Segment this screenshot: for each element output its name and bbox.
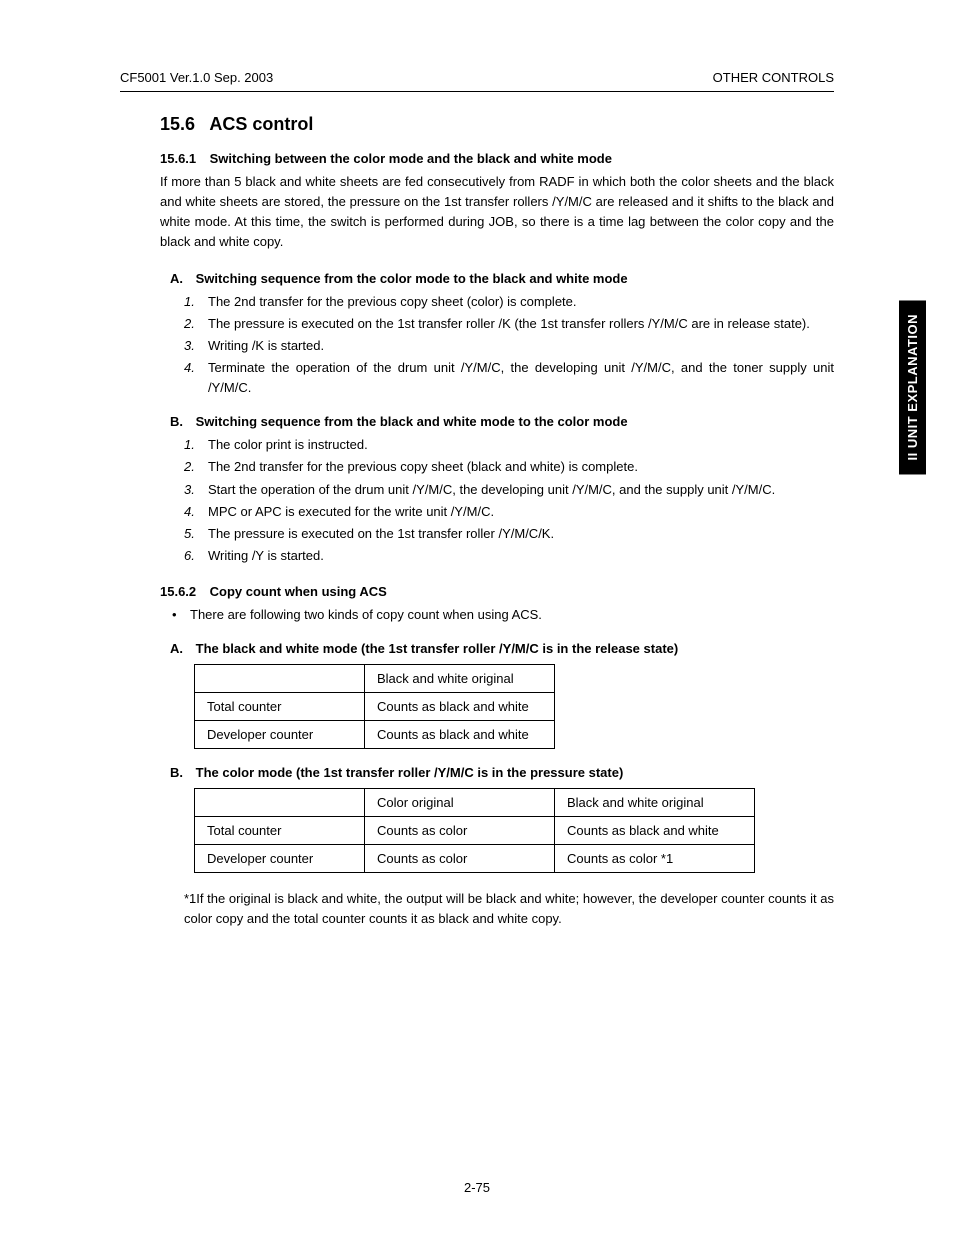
- list-text: Terminate the operation of the drum unit…: [208, 360, 834, 395]
- table-row: Total counter Counts as black and white: [195, 693, 555, 721]
- header-left: CF5001 Ver.1.0 Sep. 2003: [120, 70, 273, 85]
- list-item: 2. The pressure is executed on the 1st tr…: [170, 314, 834, 334]
- section-number: 15.6: [160, 114, 195, 135]
- block-b: B. Switching sequence from the black and…: [170, 414, 834, 566]
- table-cell: Developer counter: [195, 721, 365, 749]
- list-text: The pressure is executed on the 1st tran…: [208, 526, 554, 541]
- list-text: The color print is instructed.: [208, 437, 368, 452]
- page-header: CF5001 Ver.1.0 Sep. 2003 OTHER CONTROLS: [120, 70, 834, 92]
- list-item: 3. Writing /K is started.: [170, 336, 834, 356]
- list-item: 3. Start the operation of the drum unit /…: [170, 480, 834, 500]
- list-index: 5.: [184, 524, 195, 544]
- table-row: Total counter Counts as color Counts as …: [195, 817, 755, 845]
- table-row: Developer counter Counts as color Counts…: [195, 845, 755, 873]
- subsection-title: Copy count when using ACS: [210, 584, 387, 599]
- block-letter: B.: [170, 414, 192, 429]
- block-heading: B. The color mode (the 1st transfer roll…: [170, 765, 834, 780]
- page-body: CF5001 Ver.1.0 Sep. 2003 OTHER CONTROLS …: [120, 70, 834, 1175]
- subsection-number: 15.6.1: [160, 151, 206, 166]
- table-cell: Developer counter: [195, 845, 365, 873]
- block-letter: B.: [170, 765, 192, 780]
- table-cell: Counts as color: [365, 817, 555, 845]
- list-text: The 2nd transfer for the previous copy s…: [208, 294, 577, 309]
- table-cell: Counts as black and white: [365, 721, 555, 749]
- list-index: 4.: [184, 502, 195, 522]
- table-cell: Total counter: [195, 817, 365, 845]
- list-item: 6. Writing /Y is started.: [170, 546, 834, 566]
- block-letter: A.: [170, 271, 192, 286]
- list-index: 3.: [184, 480, 195, 500]
- section-title: ACS control: [209, 114, 313, 134]
- table-cell: Counts as black and white: [555, 817, 755, 845]
- list-item: 5. The pressure is executed on the 1st tr…: [170, 524, 834, 544]
- list-index: 1.: [184, 292, 195, 312]
- list-item: 1. The 2nd transfer for the previous copy…: [170, 292, 834, 312]
- list-index: 6.: [184, 546, 195, 566]
- list-item: 4. MPC or APC is executed for the write u…: [170, 502, 834, 522]
- list-text: Writing /Y is started.: [208, 548, 324, 563]
- list-index: 3.: [184, 336, 195, 356]
- table-row: Color original Black and white original: [195, 789, 755, 817]
- block-title: The color mode (the 1st transfer roller …: [196, 765, 624, 780]
- table-cell: Counts as color: [365, 845, 555, 873]
- list-text: The 2nd transfer for the previous copy s…: [208, 459, 638, 474]
- table-row: Black and white original: [195, 665, 555, 693]
- list-text: There are following two kinds of copy co…: [190, 607, 542, 622]
- table-cell: [195, 789, 365, 817]
- list-text: Start the operation of the drum unit /Y/…: [208, 482, 775, 497]
- subsection-title: Switching between the color mode and the…: [210, 151, 612, 166]
- list-text: Writing /K is started.: [208, 338, 324, 353]
- section-heading: 15.6 ACS control: [160, 114, 834, 135]
- table-cell: Black and white original: [365, 665, 555, 693]
- block-a: A. The black and white mode (the 1st tra…: [170, 641, 834, 749]
- list-text: The pressure is executed on the 1st tran…: [208, 316, 810, 331]
- block-heading: A. The black and white mode (the 1st tra…: [170, 641, 834, 656]
- header-right: OTHER CONTROLS: [713, 70, 834, 85]
- table-cell: Total counter: [195, 693, 365, 721]
- table-bw-mode: Black and white original Total counter C…: [194, 664, 555, 749]
- table-color-mode: Color original Black and white original …: [194, 788, 755, 873]
- ordered-list: 1. The color print is instructed. 2. The 2…: [170, 435, 834, 566]
- block-title: Switching sequence from the color mode t…: [196, 271, 628, 286]
- subsection-heading: 15.6.1 Switching between the color mode …: [160, 151, 834, 166]
- block-title: Switching sequence from the black and wh…: [196, 414, 628, 429]
- footnote: *1If the original is black and white, th…: [184, 889, 834, 929]
- block-title: The black and white mode (the 1st transf…: [196, 641, 679, 656]
- table-cell: [195, 665, 365, 693]
- table-row: Developer counter Counts as black and wh…: [195, 721, 555, 749]
- table-cell: Counts as color *1: [555, 845, 755, 873]
- list-index: 2.: [184, 457, 195, 477]
- ordered-list: 1. The 2nd transfer for the previous copy…: [170, 292, 834, 399]
- block-letter: A.: [170, 641, 192, 656]
- side-tab: II UNIT EXPLANATION: [899, 300, 926, 474]
- subsection-number: 15.6.2: [160, 584, 206, 599]
- paragraph: If more than 5 black and white sheets ar…: [160, 172, 834, 253]
- list-item: 4. Terminate the operation of the drum un…: [170, 358, 834, 398]
- block-heading: B. Switching sequence from the black and…: [170, 414, 834, 429]
- bullet-list: There are following two kinds of copy co…: [160, 605, 834, 625]
- content-area: 15.6 ACS control 15.6.1 Switching betwee…: [160, 114, 834, 930]
- block-b: B. The color mode (the 1st transfer roll…: [170, 765, 834, 929]
- list-index: 2.: [184, 314, 195, 334]
- block-a: A. Switching sequence from the color mod…: [170, 271, 834, 399]
- list-index: 4.: [184, 358, 195, 378]
- page-number: 2-75: [0, 1180, 954, 1195]
- table-cell: Color original: [365, 789, 555, 817]
- block-heading: A. Switching sequence from the color mod…: [170, 271, 834, 286]
- list-text: MPC or APC is executed for the write uni…: [208, 504, 494, 519]
- list-item: There are following two kinds of copy co…: [160, 605, 834, 625]
- subsection-heading: 15.6.2 Copy count when using ACS: [160, 584, 834, 599]
- table-cell: Black and white original: [555, 789, 755, 817]
- list-item: 1. The color print is instructed.: [170, 435, 834, 455]
- list-item: 2. The 2nd transfer for the previous copy…: [170, 457, 834, 477]
- table-cell: Counts as black and white: [365, 693, 555, 721]
- list-index: 1.: [184, 435, 195, 455]
